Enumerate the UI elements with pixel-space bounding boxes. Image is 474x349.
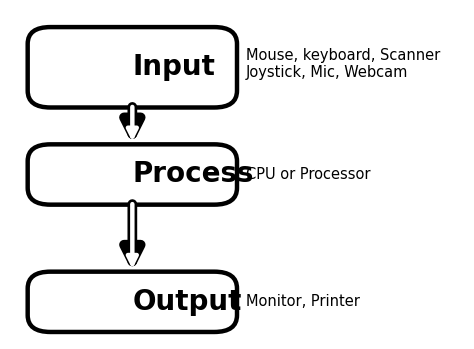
FancyBboxPatch shape bbox=[27, 272, 237, 332]
FancyBboxPatch shape bbox=[27, 144, 237, 205]
Text: Mouse, keyboard, Scanner
Joystick, Mic, Webcam: Mouse, keyboard, Scanner Joystick, Mic, … bbox=[246, 48, 440, 80]
Text: Input: Input bbox=[132, 53, 215, 81]
Text: Process: Process bbox=[132, 161, 254, 188]
Text: CPU or Processor: CPU or Processor bbox=[246, 167, 371, 182]
Text: Output: Output bbox=[132, 288, 242, 316]
Text: Monitor, Printer: Monitor, Printer bbox=[246, 294, 360, 309]
FancyBboxPatch shape bbox=[27, 27, 237, 107]
